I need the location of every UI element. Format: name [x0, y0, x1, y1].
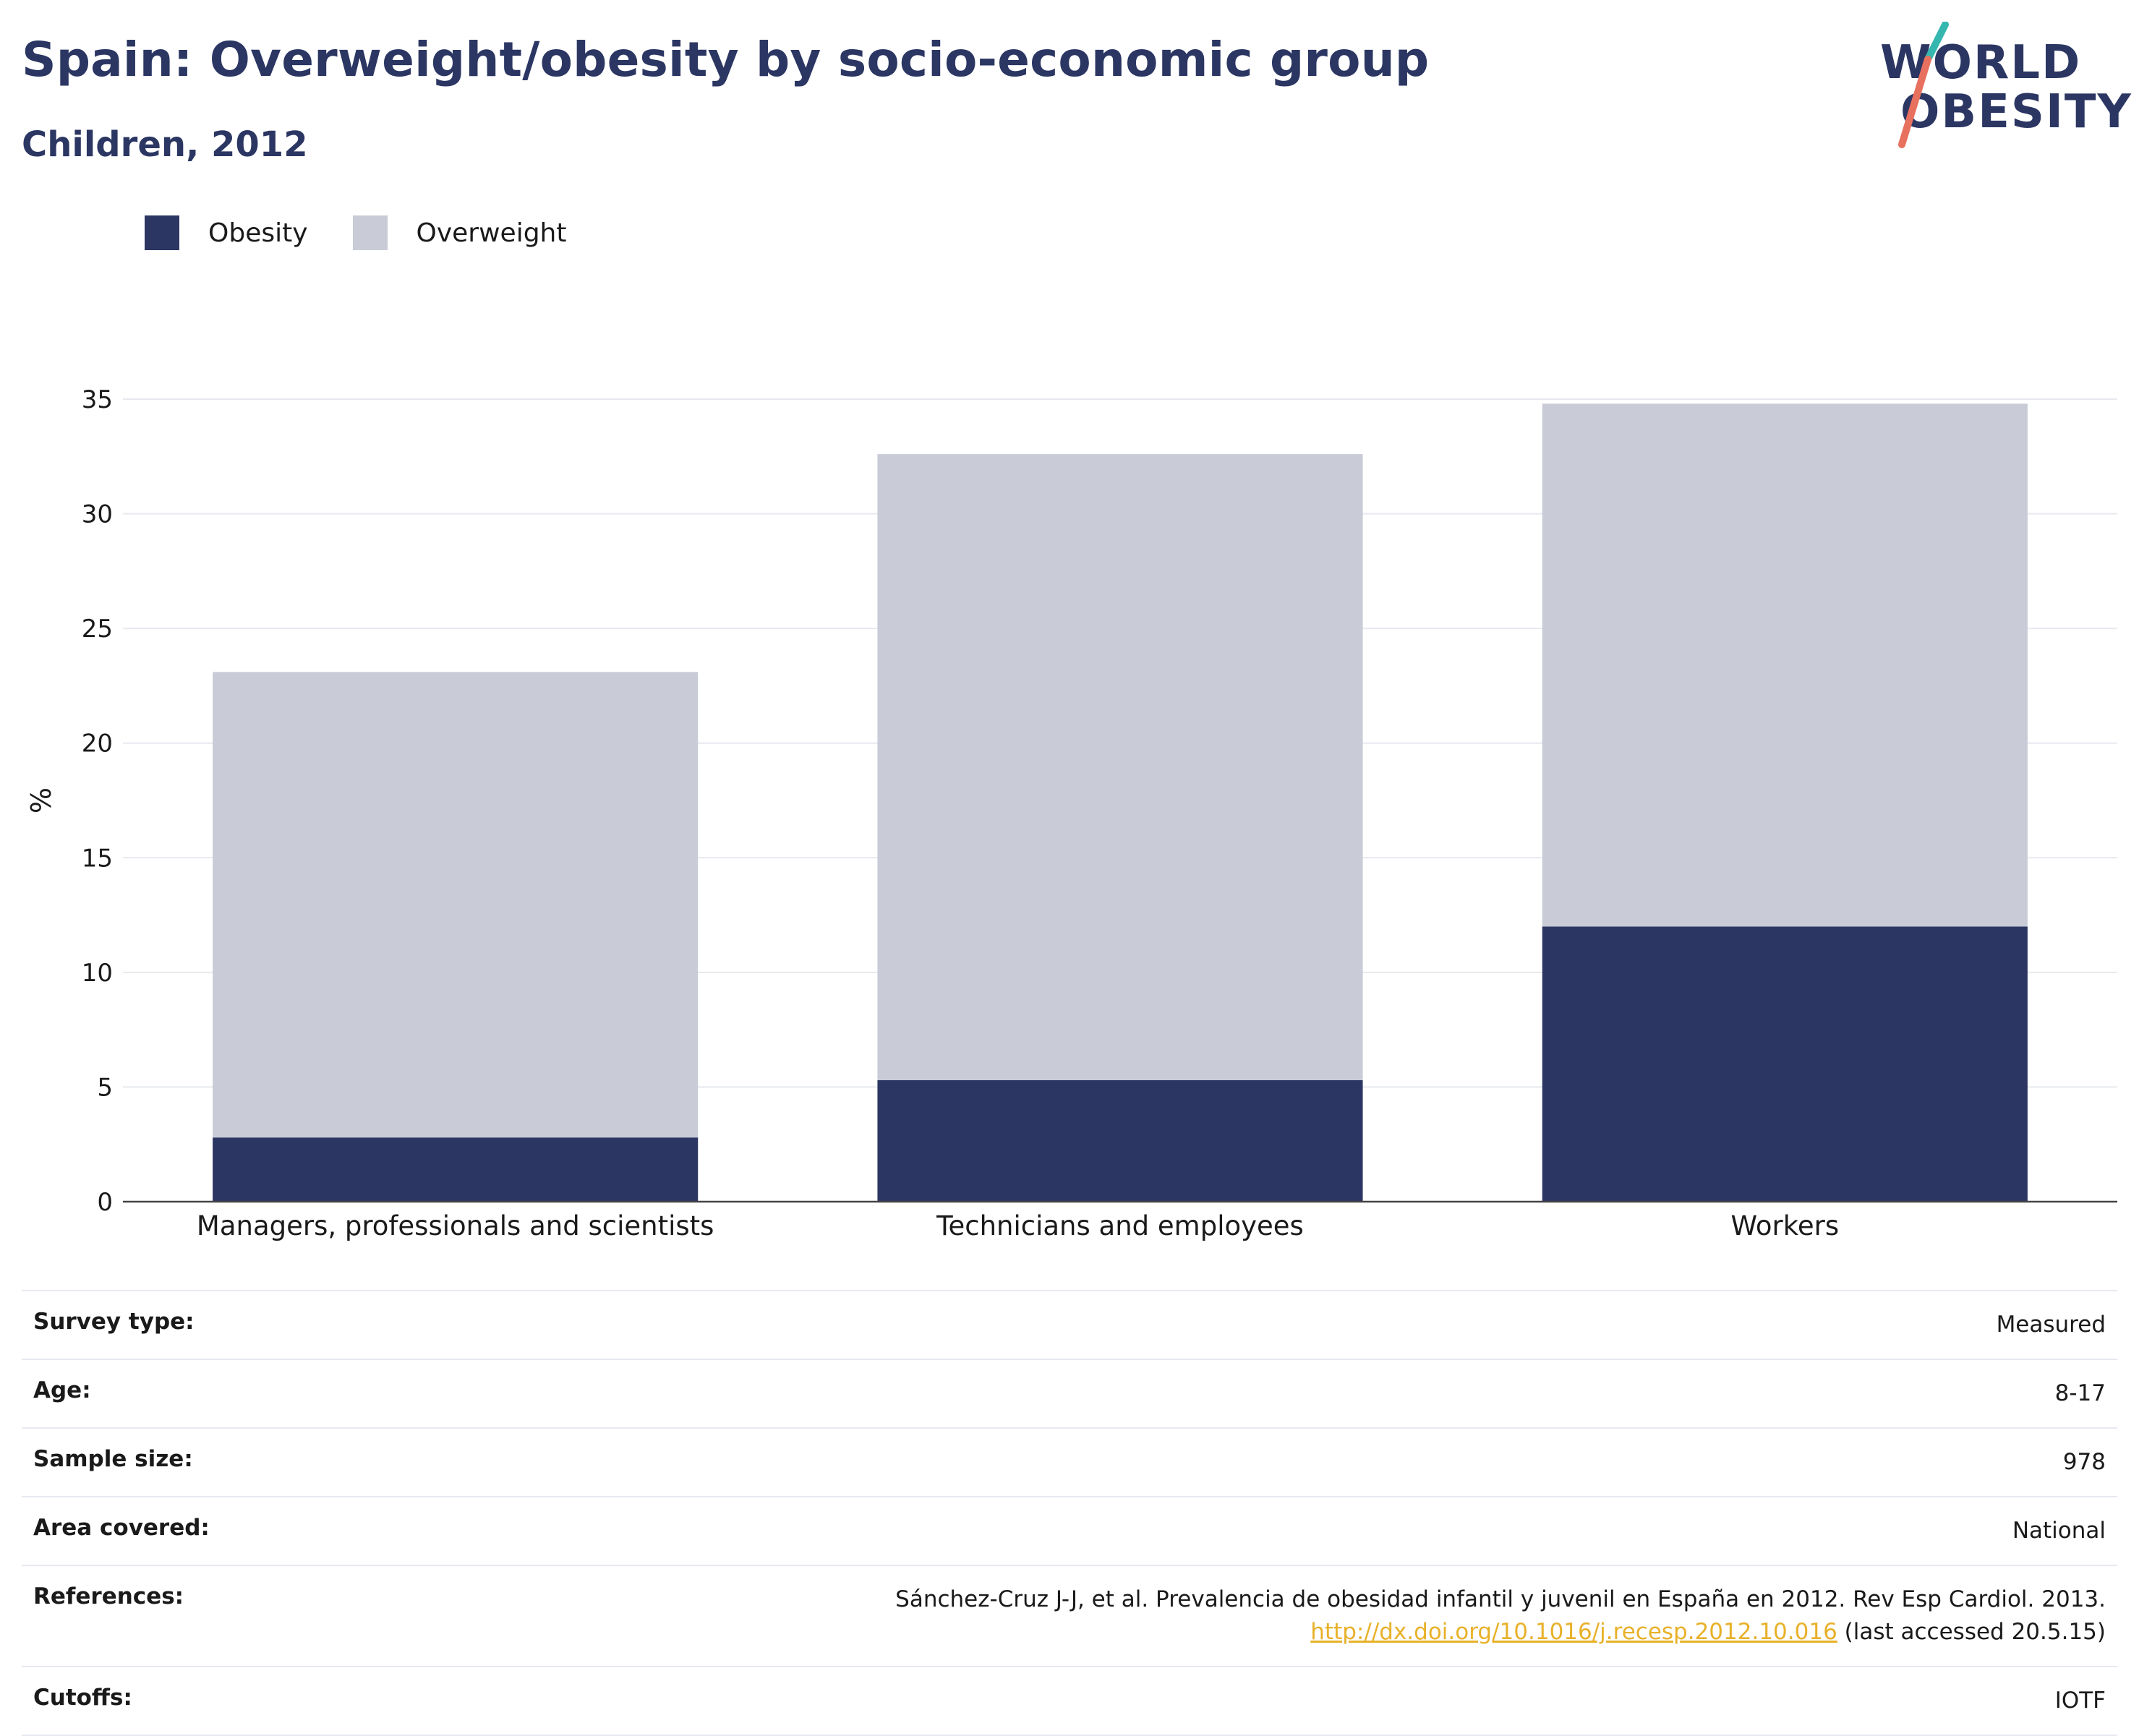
y-tick-label: 25 — [82, 615, 113, 643]
reference-link[interactable]: http://dx.doi.org/10.1016/j.recesp.2012.… — [1310, 1618, 1837, 1645]
info-row-survey-type: Survey type: Measured — [22, 1290, 2117, 1359]
info-key-age: Age: — [33, 1377, 91, 1403]
x-tick-label: Workers — [1731, 1210, 1840, 1241]
logo-word-world: WORLD — [1880, 36, 2082, 90]
survey-info-table: Survey type: Measured Age: 8-17 Sample s… — [22, 1290, 2117, 1736]
x-tick-label: Technicians and employees — [936, 1210, 1304, 1241]
y-tick-label: 30 — [82, 500, 113, 529]
legend-item-overweight[interactable]: Overweight — [352, 215, 567, 250]
bar-chart: 0 5 10 15 20 25 30 35% Managers, professionals a… — [25, 385, 2117, 1241]
chart-legend: Obesity Overweight — [145, 215, 611, 250]
y-tick-label: 15 — [82, 844, 113, 873]
info-key-area-covered: Area covered: — [33, 1514, 210, 1541]
info-key-survey-type: Survey type: — [33, 1309, 195, 1335]
chart-title: Spain: Overweight/obesity by socio-econo… — [22, 32, 1430, 87]
bar-obesity-2 — [1542, 926, 2028, 1202]
y-tick-label: 10 — [82, 959, 113, 988]
bar-obesity-0 — [213, 1137, 699, 1202]
bar-overweight-1 — [877, 454, 1363, 1080]
info-key-references: References: — [33, 1583, 184, 1609]
info-value-cutoffs: IOTF — [2054, 1687, 2106, 1714]
info-key-sample-size: Sample size: — [33, 1445, 193, 1472]
bar-obesity-1 — [877, 1079, 1363, 1202]
info-row-cutoffs: Cutoffs: IOTF — [22, 1665, 2117, 1736]
bar-overweight-2 — [1542, 403, 2028, 927]
info-row-references: References: Sánchez-Cruz J-J, et al. Pre… — [22, 1564, 2117, 1666]
chart-subtitle: Children, 2012 — [22, 124, 308, 165]
reference-citation: Sánchez-Cruz J-J, et al. Prevalencia de … — [895, 1586, 2106, 1612]
logo-word-obesity: OBESITY — [1900, 85, 2132, 139]
info-row-age: Age: 8-17 — [22, 1358, 2117, 1427]
bar-overweight-0 — [213, 672, 699, 1138]
info-value-survey-type: Measured — [1996, 1312, 2106, 1338]
info-value-age: 8-17 — [2054, 1380, 2106, 1406]
x-tick-label: Managers, professionals and scientists — [197, 1210, 714, 1241]
legend-swatch-overweight — [352, 215, 388, 250]
y-tick-label: 20 — [82, 730, 113, 758]
world-obesity-logo: WORLD OBESITY — [1880, 22, 2131, 152]
y-tick-label: 35 — [82, 385, 113, 414]
y-tick-label: 5 — [97, 1073, 113, 1102]
info-key-cutoffs: Cutoffs: — [33, 1684, 132, 1711]
info-value-area-covered: National — [2012, 1517, 2106, 1544]
legend-label-obesity: Obesity — [208, 218, 308, 248]
reference-accessed-note: (last accessed 20.5.15) — [1837, 1618, 2106, 1645]
info-value-references: Sánchez-Cruz J-J, et al. Prevalencia de … — [895, 1583, 2106, 1649]
legend-item-obesity[interactable]: Obesity — [145, 215, 308, 250]
legend-swatch-obesity — [145, 215, 179, 250]
info-value-sample-size: 978 — [2062, 1448, 2106, 1475]
y-axis-label: % — [25, 787, 57, 813]
info-row-area-covered: Area covered: National — [22, 1495, 2117, 1565]
logo-slash-icon — [1898, 22, 1949, 148]
y-tick-label: 0 — [97, 1188, 113, 1217]
legend-label-overweight: Overweight — [416, 218, 567, 248]
info-row-sample-size: Sample size: 978 — [22, 1427, 2117, 1496]
